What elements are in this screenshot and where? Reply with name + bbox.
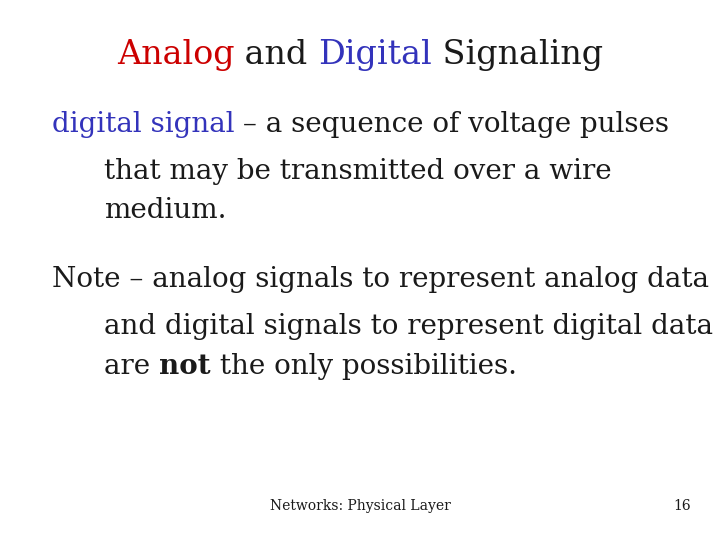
Text: Note – analog signals to represent analog data: Note – analog signals to represent analo… — [52, 266, 708, 293]
Text: 16: 16 — [674, 500, 691, 514]
Text: the only possibilities.: the only possibilities. — [211, 353, 517, 380]
Text: are: are — [104, 353, 159, 380]
Text: medium.: medium. — [104, 197, 227, 224]
Text: that may be transmitted over a wire: that may be transmitted over a wire — [104, 158, 612, 185]
Text: Signaling: Signaling — [432, 39, 603, 71]
Text: – a sequence of voltage pulses: – a sequence of voltage pulses — [235, 111, 670, 138]
Text: and: and — [235, 39, 318, 71]
Text: Analog: Analog — [117, 39, 235, 71]
Text: digital signal: digital signal — [52, 111, 235, 138]
Text: Digital: Digital — [318, 39, 432, 71]
Text: and digital signals to represent digital data: and digital signals to represent digital… — [104, 313, 714, 340]
Text: not: not — [159, 353, 211, 380]
Text: Networks: Physical Layer: Networks: Physical Layer — [269, 500, 451, 514]
